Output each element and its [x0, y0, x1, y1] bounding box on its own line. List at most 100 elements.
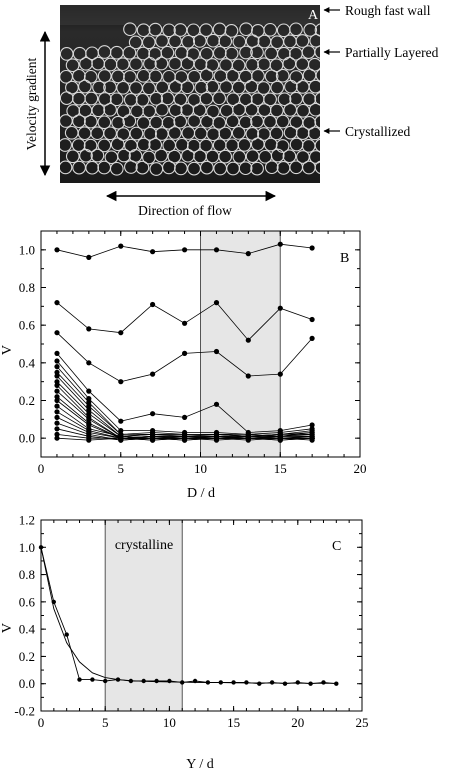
- particle-ring: [65, 58, 80, 73]
- particle-ring: [238, 92, 253, 107]
- data-point: [277, 241, 283, 247]
- panel-b: 0 5 10 15 20 0.0 0.2 0.4 0.6 0.8 1.0 B V D / d: [0, 230, 367, 501]
- particle-ring: [97, 115, 112, 130]
- particle-ring: [218, 149, 233, 164]
- data-point: [54, 403, 60, 409]
- panel-b-shaded-region: [200, 231, 281, 457]
- particle-ring: [295, 126, 310, 140]
- data-point: [245, 251, 251, 257]
- particle-ring: [135, 93, 150, 107]
- data-point: [118, 379, 124, 385]
- panel-b-letter: B: [340, 251, 349, 266]
- particle-ring: [264, 69, 279, 84]
- data-point: [245, 337, 251, 343]
- y-tick-label: 1.2: [19, 513, 35, 528]
- particle-ring: [314, 92, 320, 106]
- panel-b-ylabel: V: [0, 345, 15, 355]
- particle-ring: [250, 161, 264, 176]
- data-point: [321, 680, 326, 685]
- particle-ring: [269, 126, 284, 141]
- data-point: [54, 379, 60, 385]
- particle-ring: [174, 161, 188, 176]
- panel-b-xlabel: D / d: [187, 486, 215, 501]
- data-point: [277, 437, 283, 443]
- data-point: [54, 247, 60, 253]
- rough-wall-band: [60, 5, 320, 25]
- particle-ring: [79, 148, 93, 163]
- data-point: [269, 680, 275, 685]
- data-point: [54, 382, 60, 388]
- panel-c-series: [38, 545, 339, 686]
- particle-ring: [256, 81, 271, 95]
- particle-ring: [111, 115, 125, 130]
- y-tick-label: 0.4: [19, 355, 36, 370]
- particle-ring: [314, 114, 320, 129]
- y-tick-label: 0.8: [19, 567, 35, 582]
- particle-ring: [315, 68, 320, 82]
- data-point: [245, 373, 251, 379]
- particle-ring: [314, 23, 320, 37]
- data-point: [64, 632, 69, 637]
- direction-of-flow-label: Direction of flow: [138, 203, 232, 218]
- x-tick-label: 15: [274, 461, 287, 476]
- data-point: [309, 422, 315, 428]
- particle-ring: [103, 102, 117, 117]
- particle-ring: [270, 80, 285, 95]
- particle-ring: [277, 92, 292, 107]
- particle-ring: [308, 102, 320, 117]
- particle-ring: [85, 160, 100, 175]
- panel-a: A Rough fast wall Partially Layered Crys…: [24, 3, 439, 218]
- x-tick-label: 20: [354, 461, 367, 476]
- particle-ring: [103, 126, 117, 141]
- particle-ring: [308, 79, 320, 94]
- y-tick-label: 0.2: [19, 393, 35, 408]
- particle-ring: [275, 114, 290, 129]
- data-point: [86, 416, 92, 422]
- particle-ring: [322, 58, 335, 71]
- particle-ring: [122, 45, 137, 60]
- particle-ring: [263, 137, 278, 152]
- particle-ring: [167, 149, 182, 164]
- particle-ring: [155, 102, 169, 117]
- data-point: [154, 678, 159, 684]
- data-point: [54, 426, 60, 432]
- data-point: [54, 358, 60, 364]
- particle-ring: [212, 116, 227, 130]
- particle-ring: [224, 46, 239, 61]
- data-point: [86, 403, 92, 409]
- particle-ring: [123, 93, 138, 107]
- particle-ring: [200, 160, 214, 175]
- data-point: [150, 435, 156, 441]
- particle-ring: [136, 68, 151, 83]
- x-tick-label: 5: [118, 461, 125, 476]
- particle-ring: [238, 115, 253, 130]
- data-point: [54, 330, 60, 336]
- x-tick-label: 0: [38, 715, 45, 730]
- particle-ring: [97, 69, 112, 83]
- particle-ring: [173, 114, 188, 129]
- particle-ring: [314, 160, 320, 174]
- particle-ring: [282, 149, 297, 164]
- panel-c-ticks: 0 5 10 15 20 25 -0.2 0.0 0.2 0.4 0.6 0.8 1.0 1.2: [14, 513, 368, 731]
- particle-ring: [136, 137, 151, 152]
- particle-ring: [115, 57, 130, 72]
- particle-ring: [122, 114, 137, 128]
- data-point: [86, 437, 92, 443]
- particle-ring: [180, 80, 195, 95]
- data-point: [182, 320, 188, 326]
- particle-ring: [309, 33, 320, 48]
- particle-ring: [322, 36, 335, 49]
- data-point: [213, 401, 220, 407]
- particle-ring: [90, 148, 105, 163]
- data-point: [86, 411, 92, 417]
- particle-ring: [322, 82, 335, 95]
- particle-ring: [154, 148, 168, 163]
- data-point: [309, 435, 315, 441]
- y-tick-label: 0.0: [19, 676, 35, 691]
- particle-ring: [162, 23, 176, 38]
- particle-ring: [109, 92, 124, 107]
- data-point: [182, 414, 188, 420]
- panel-b-shade-edges: [200, 231, 281, 457]
- data-point: [118, 435, 124, 441]
- panel-c-ylabel: V: [0, 623, 15, 633]
